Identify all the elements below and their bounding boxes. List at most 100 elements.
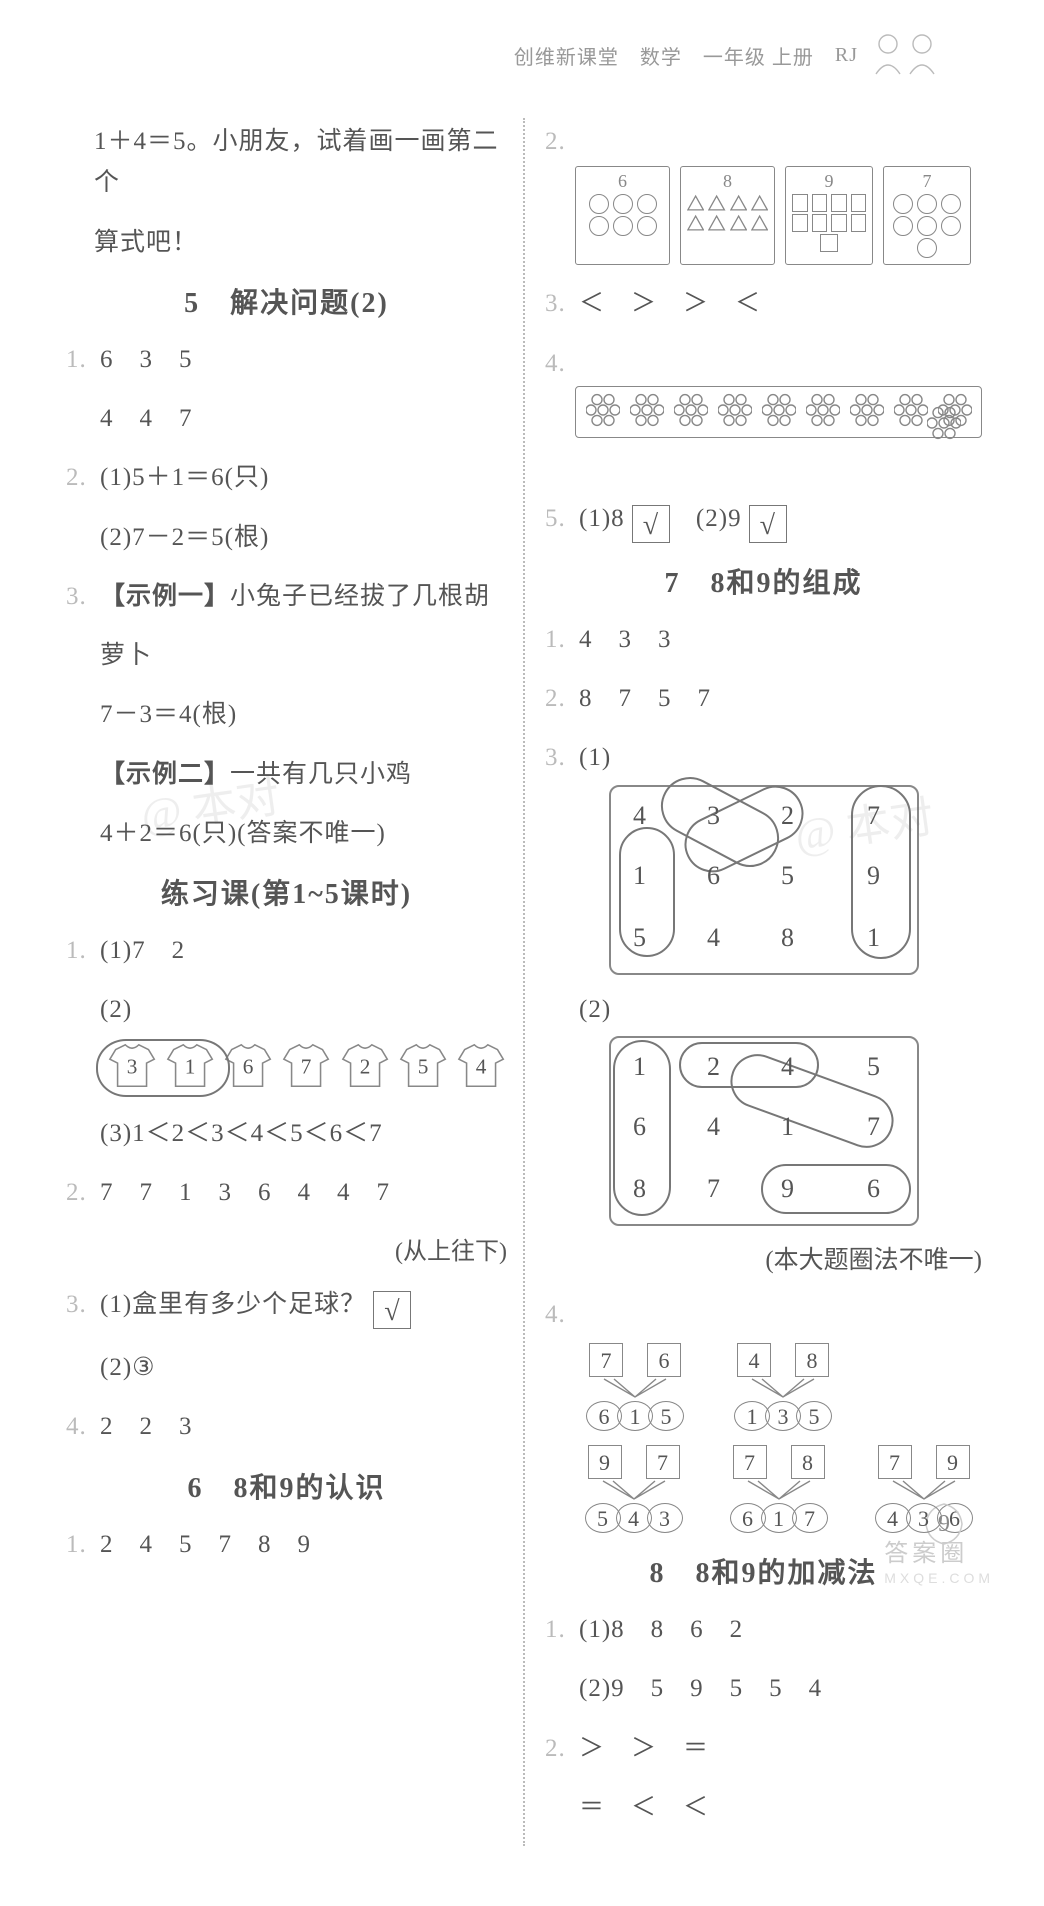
shape-box: 6 <box>575 166 670 265</box>
svg-text:2: 2 <box>359 1054 370 1078</box>
flower-icon <box>894 393 928 427</box>
grid-number: 7 <box>867 1112 880 1142</box>
grid-number: 1 <box>867 923 880 953</box>
flower-icon <box>586 393 620 427</box>
s5-q3a-text2: 萝卜 <box>100 635 507 676</box>
section-7-title: 7 8和9的组成 <box>545 561 982 601</box>
grid-number: 8 <box>781 923 794 953</box>
right-column: 2. 6897 3.＜ ＞ ＞ ＜ 4. 5.(1)8 √ (2)9 √ 7 8… <box>527 118 982 1846</box>
flower-icon <box>806 393 840 427</box>
grid-number: 6 <box>633 1112 646 1142</box>
header-subject: 数学 <box>640 41 682 70</box>
s8-q1b: (2)9 5 9 5 5 4 <box>579 1668 982 1709</box>
s8-q1a: (1)8 8 6 2 <box>579 1616 743 1643</box>
shirt-row: 3167254 <box>106 1041 507 1091</box>
svg-text:5: 5 <box>417 1054 428 1078</box>
s7-q2: 8 7 5 7 <box>579 685 711 712</box>
grid-number: 6 <box>707 861 720 891</box>
header-edition: RJ <box>835 44 858 67</box>
grid-diagram-2: 124564178796 <box>609 1036 919 1226</box>
grid-number: 1 <box>781 1112 794 1142</box>
q2-shape-boxes: 6897 <box>575 166 982 265</box>
p3-2: (2)③ <box>100 1347 507 1388</box>
intro-line-1: 1＋4＝5。小朋友，试着画一画第二个 <box>94 121 507 204</box>
grid-number: 9 <box>867 861 880 891</box>
footer-brand: 答案圈 MXQE.COM <box>884 1533 994 1586</box>
shirt-icon: 6 <box>222 1041 274 1091</box>
grid-number: 2 <box>781 801 794 831</box>
s6-q3: ＜ ＞ ＞ ＜ <box>579 290 761 317</box>
flower-icon <box>718 393 752 427</box>
shirt-icon: 7 <box>280 1041 332 1091</box>
grid-number: 4 <box>707 923 720 953</box>
decomposition: 97543 <box>575 1445 692 1533</box>
flower-icon <box>762 393 796 427</box>
s6-q1: 2 4 5 7 8 9 <box>100 1531 311 1558</box>
page-header: 创维新课堂 数学 一年级 上册 RJ <box>514 30 954 80</box>
header-kids-icon <box>864 30 954 80</box>
flower-icon <box>927 406 961 440</box>
s5-q3a-text: 小兔子已经拔了几根胡 <box>230 583 490 610</box>
decomposition: 76615 <box>575 1343 695 1431</box>
header-grade: 一年级 上册 <box>703 41 814 70</box>
grid-number: 3 <box>707 801 720 831</box>
shape-box: 9 <box>785 166 873 265</box>
grid-number: 2 <box>707 1052 720 1082</box>
grid1-label: (1) <box>579 744 611 771</box>
grid-number: 6 <box>867 1174 880 1204</box>
s6-q5-2: (2)9 <box>696 505 742 532</box>
grid-number: 1 <box>633 861 646 891</box>
p3-1: (1)盒里有多少个足球？ <box>100 1291 366 1318</box>
p2: 7 7 1 3 6 4 4 7 <box>100 1179 390 1206</box>
p1-3: (3)1＜2＜3＜4＜5＜6＜7 <box>100 1113 507 1154</box>
shape-box: 7 <box>883 166 971 265</box>
s5-q1a: 6 3 5 <box>100 346 193 373</box>
shirt-icon: 2 <box>339 1041 391 1091</box>
flower-row <box>575 386 982 438</box>
check-icon: √ <box>373 1291 411 1329</box>
decomposition: 48135 <box>723 1343 843 1431</box>
grid2-label: (2) <box>579 989 982 1030</box>
s5-q2b: (2)7－2＝5(根) <box>100 517 507 558</box>
grid-number: 8 <box>633 1174 646 1204</box>
check-icon: √ <box>632 505 670 543</box>
s5-q1b: 4 4 7 <box>100 398 507 439</box>
s5-q3a-label: 【示例一】 <box>100 583 230 610</box>
grid-number: 9 <box>781 1174 794 1204</box>
s5-q3a-eq: 7－3＝4(根) <box>100 694 507 735</box>
section-5-title: 5 解决问题(2) <box>66 281 507 321</box>
s7-q1: 4 3 3 <box>579 626 672 653</box>
s5-q2a: (1)5＋1＝6(只) <box>100 464 269 491</box>
intro-line-2: 算式吧！ <box>94 222 507 263</box>
grid-number: 5 <box>781 861 794 891</box>
shape-box: 8 <box>680 166 775 265</box>
decomp-row-2: 975437861779436 <box>575 1445 982 1533</box>
check-icon: √ <box>749 505 787 543</box>
header-brand: 创维新课堂 <box>514 41 619 70</box>
practice-title: 练习课(第1~5课时) <box>66 872 507 912</box>
footer-brand-top: 答案圈 <box>884 1540 968 1567</box>
grid-number: 4 <box>781 1052 794 1082</box>
svg-text:6: 6 <box>243 1054 254 1078</box>
grid-note: (本大题圈法不唯一) <box>545 1240 982 1276</box>
shirt-icon: 4 <box>455 1041 507 1091</box>
grid-number: 1 <box>633 1052 646 1082</box>
decomp-row-1: 76615 48135 <box>575 1343 982 1431</box>
s8-q2a: ＞ ＞ ＝ <box>579 1735 709 1762</box>
grid-number: 5 <box>633 923 646 953</box>
shirt-icon: 5 <box>397 1041 449 1091</box>
decomposition: 78617 <box>720 1445 837 1533</box>
grid-number: 7 <box>867 801 880 831</box>
grid-diagram-1: 432716595481 <box>609 785 919 975</box>
s5-q3b-eq: 4＋2＝6(只)(答案不唯一) <box>100 813 507 854</box>
grid-number: 5 <box>867 1052 880 1082</box>
footer-brand-sub: MXQE.COM <box>884 1570 994 1586</box>
shirt-circle-group <box>96 1039 230 1097</box>
svg-text:7: 7 <box>301 1054 312 1078</box>
grid-number: 7 <box>707 1174 720 1204</box>
p4: 2 2 3 <box>100 1413 193 1440</box>
s6-q5-1: (1)8 <box>579 505 625 532</box>
s8-q2b: ＝ ＜ ＜ <box>579 1787 982 1828</box>
p2-note: (从上往下) <box>66 1231 507 1266</box>
p1-1: (1)7 2 <box>100 937 185 964</box>
